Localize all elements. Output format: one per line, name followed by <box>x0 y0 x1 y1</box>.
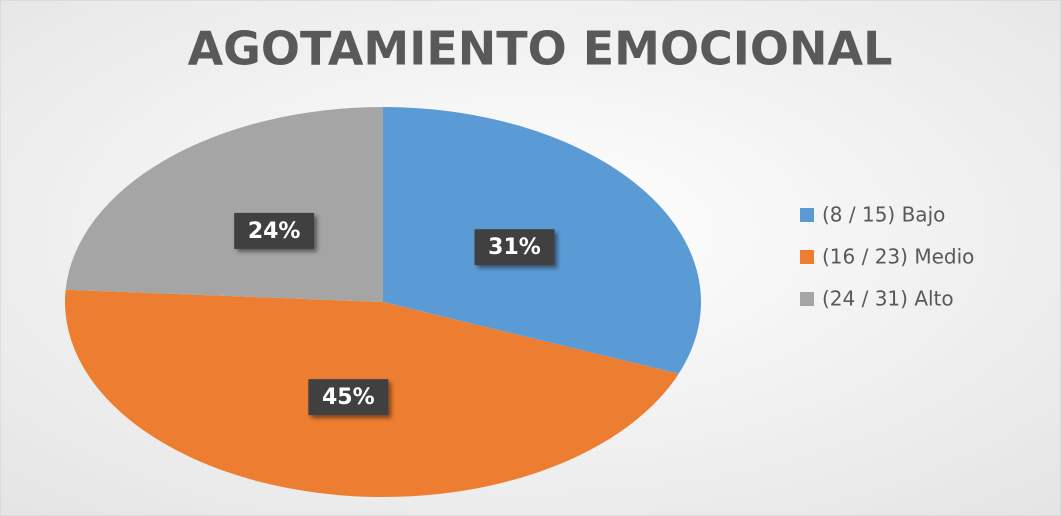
legend-swatch <box>800 292 814 306</box>
legend-swatch <box>800 208 814 222</box>
data-label-box <box>234 212 315 249</box>
legend-label: (8 / 15) Bajo <box>822 203 945 227</box>
data-label-box <box>474 229 555 266</box>
legend-label: (16 / 23) Medio <box>822 245 974 269</box>
data-label: 24% <box>234 212 315 249</box>
chart-title: AGOTAMIENTO EMOCIONAL <box>188 22 893 76</box>
legend-label: (24 / 31) Alto <box>822 287 954 311</box>
data-label: 31% <box>474 229 555 266</box>
data-label-text: 31% <box>488 235 541 260</box>
data-label: 45% <box>308 379 389 416</box>
data-label-box <box>308 379 389 416</box>
data-label-text: 24% <box>248 219 301 244</box>
legend-swatch <box>800 250 814 264</box>
data-label-text: 45% <box>322 385 375 410</box>
pie-slice <box>65 107 383 302</box>
